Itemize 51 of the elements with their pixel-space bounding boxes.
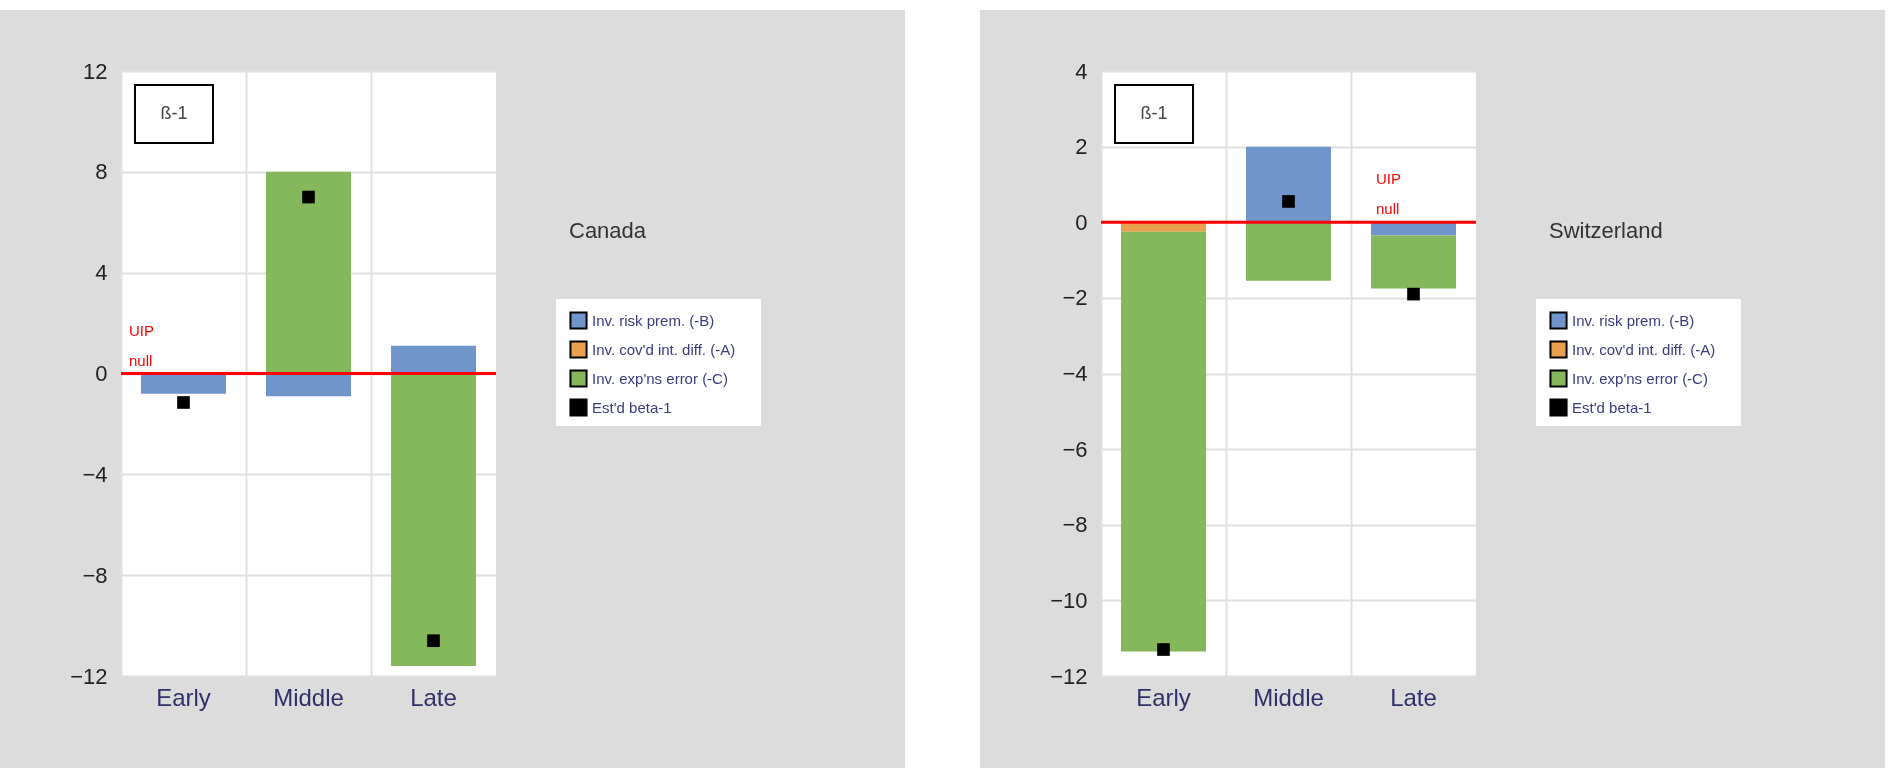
x-tick-label: Early bbox=[156, 683, 211, 711]
y-tick-label: −6 bbox=[1062, 436, 1088, 462]
bar bbox=[266, 373, 351, 397]
legend-label: Inv. exp'ns error (-C) bbox=[592, 369, 728, 387]
x-tick-label: Middle bbox=[273, 683, 344, 711]
annotation: ß-1 bbox=[1140, 103, 1168, 123]
legend-label: Inv. risk prem. (-B) bbox=[592, 311, 715, 329]
bar bbox=[1371, 235, 1456, 289]
legend-label: Est'd beta-1 bbox=[592, 398, 672, 416]
y-tick-label: −4 bbox=[1062, 361, 1088, 386]
legend-title: Switzerland bbox=[1549, 218, 1663, 243]
y-tick-label: −4 bbox=[82, 461, 108, 487]
point bbox=[1407, 287, 1420, 301]
y-tick-label: −12 bbox=[70, 663, 108, 689]
y-tick-label: −12 bbox=[1050, 663, 1088, 689]
ref-line-label: UIP null bbox=[129, 321, 155, 369]
legend-label: Inv. exp'ns error (-C) bbox=[1572, 369, 1708, 387]
x-tick-label: Late bbox=[1390, 683, 1437, 711]
point bbox=[1282, 195, 1295, 208]
y-tick-label: −8 bbox=[82, 562, 108, 588]
bar bbox=[1246, 222, 1331, 281]
point bbox=[427, 634, 440, 648]
y-tick-label: −2 bbox=[1062, 285, 1088, 311]
y-tick-label: 2 bbox=[1075, 134, 1088, 160]
legend-label: Inv. cov'd int. diff. (-A) bbox=[592, 340, 736, 358]
bar bbox=[391, 373, 476, 666]
bar bbox=[391, 345, 476, 374]
ref-line-label: UIP null bbox=[1376, 170, 1402, 218]
y-tick-label: 0 bbox=[95, 361, 108, 386]
y-tick-label: 4 bbox=[95, 260, 108, 286]
point bbox=[1157, 643, 1170, 656]
legend-title: Canada bbox=[569, 218, 647, 243]
y-tick-label: −8 bbox=[1062, 512, 1088, 538]
bar bbox=[141, 373, 226, 394]
bar bbox=[1246, 146, 1331, 223]
point bbox=[302, 190, 315, 204]
legend-label: Est'd beta-1 bbox=[1572, 398, 1652, 416]
bar bbox=[1121, 231, 1206, 652]
x-tick-label: Early bbox=[1136, 683, 1191, 711]
y-tick-label: 12 bbox=[83, 58, 108, 84]
bar bbox=[266, 171, 351, 374]
legend-label: Inv. risk prem. (-B) bbox=[1572, 311, 1695, 329]
x-tick-label: Late bbox=[410, 683, 457, 711]
y-tick-label: 8 bbox=[95, 159, 108, 185]
y-tick-label: 0 bbox=[1075, 209, 1088, 235]
annotation: ß-1 bbox=[160, 103, 188, 123]
y-tick-label: 4 bbox=[1075, 58, 1088, 84]
x-tick-label: Middle bbox=[1253, 683, 1324, 711]
point bbox=[177, 396, 190, 409]
y-tick-label: −10 bbox=[1050, 587, 1088, 613]
legend-label: Inv. cov'd int. diff. (-A) bbox=[1572, 340, 1716, 358]
